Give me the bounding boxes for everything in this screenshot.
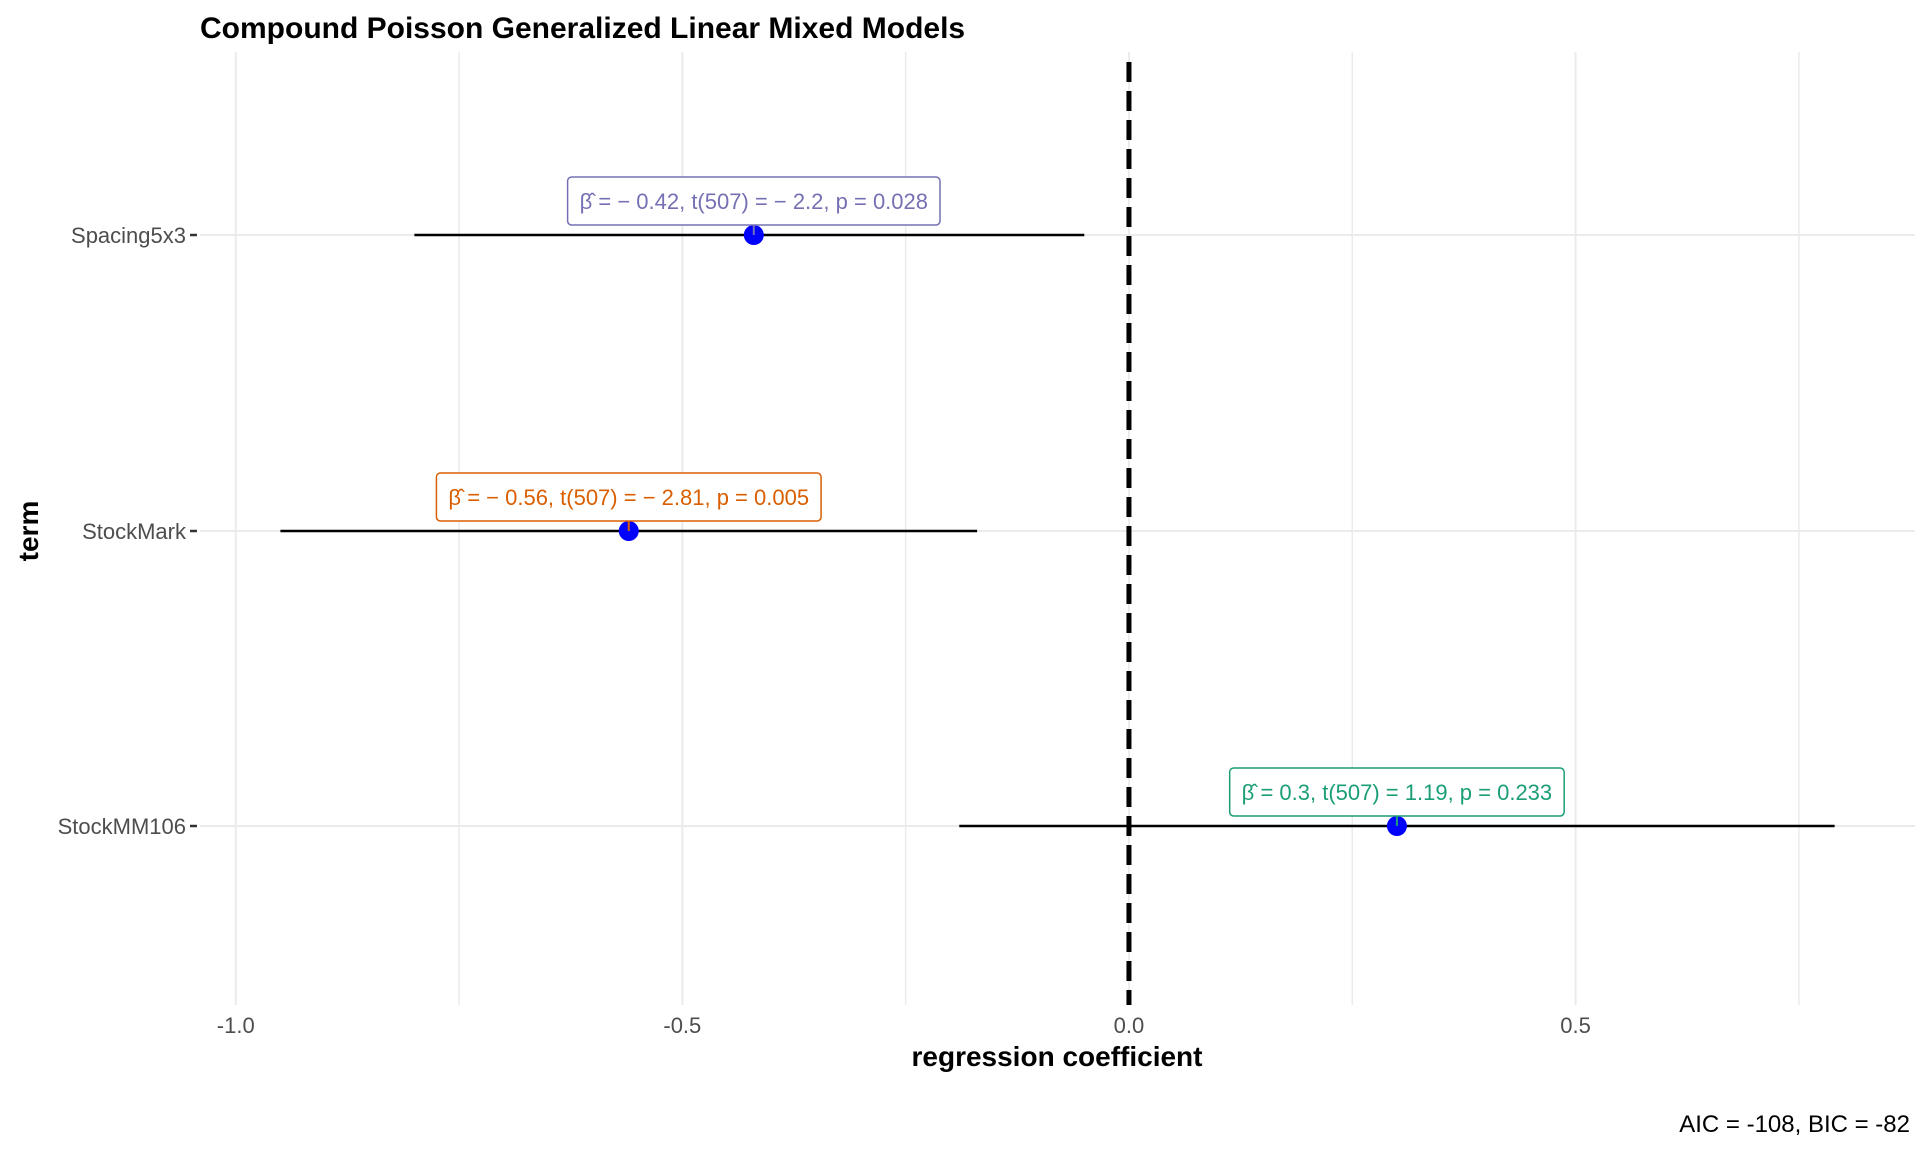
axis-layer: -1.0 -0.5 0.0 0.5 Spacing5x3 StockMark StockMM… <box>58 223 1591 1038</box>
annotation-box <box>566 176 941 226</box>
estimate-annotation: β̂ = 0.3, t(507) = 1.19, p = 0.233 <box>1228 767 1565 817</box>
chart-title: Compound Poisson Generalized Linear Mixe… <box>200 12 965 45</box>
model-fit-caption: AIC = -108, BIC = -82 <box>1679 1111 1910 1138</box>
y-axis-title: term <box>13 501 44 562</box>
x-tick-label: 0.0 <box>1114 1013 1145 1038</box>
x-tick-label: 0.5 <box>1560 1013 1591 1038</box>
x-tick-label: -1.0 <box>217 1013 255 1038</box>
annotation-text: β̂ = 0.3, t(507) = 1.19, p = 0.233 <box>1242 780 1552 805</box>
estimate-annotation: β̂ = − 0.56, t(507) = − 2.81, p = 0.005 <box>435 472 822 522</box>
annotation-text: β̂ = − 0.42, t(507) = − 2.2, p = 0.028 <box>580 189 928 214</box>
x-tick-label: -0.5 <box>663 1013 701 1038</box>
x-axis-title: regression coefficient <box>912 1041 1203 1072</box>
y-tick-label: StockMark <box>82 519 187 544</box>
data-layer: β̂ = − 0.42, t(507) = − 2.2, p = 0.028 β̂… <box>280 176 1835 836</box>
y-tick-label: Spacing5x3 <box>71 223 186 248</box>
annotation-text: β̂ = − 0.56, t(507) = − 2.81, p = 0.005 <box>448 485 809 510</box>
annotation-box <box>435 472 822 522</box>
estimate-annotation: β̂ = − 0.42, t(507) = − 2.2, p = 0.028 <box>566 176 941 226</box>
grid-lines <box>200 52 1915 1005</box>
annotation-box <box>1228 767 1565 817</box>
y-tick-label: StockMM106 <box>58 814 186 839</box>
